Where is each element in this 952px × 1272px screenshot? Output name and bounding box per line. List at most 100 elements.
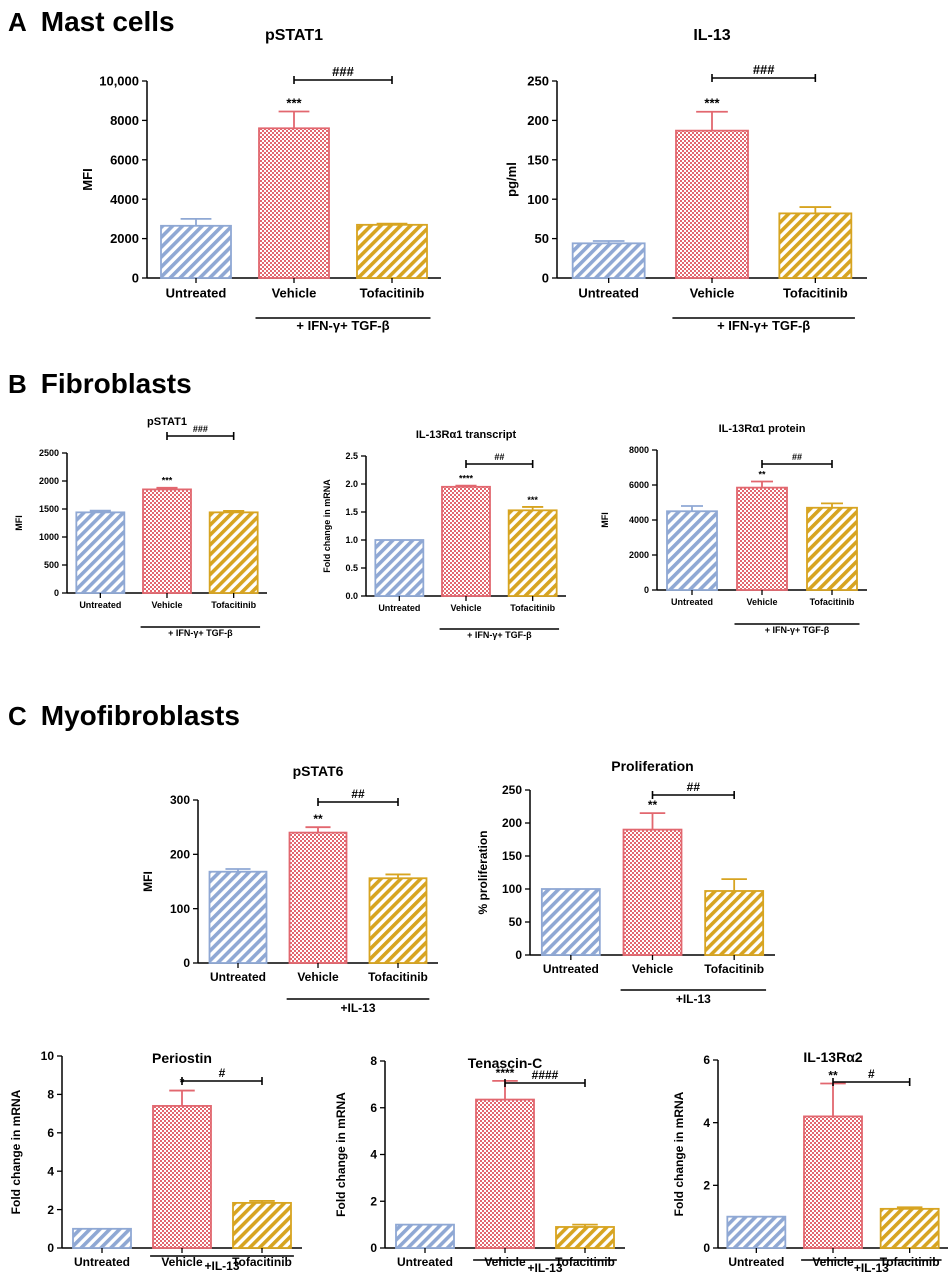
bar-untreated bbox=[395, 1223, 455, 1249]
y-tick-label: 1.5 bbox=[345, 507, 358, 517]
bar-untreated bbox=[160, 224, 232, 279]
bracket-label: ## bbox=[792, 452, 802, 462]
chart-c-7: Proliferation 0 50 100 150 200 250 % proliferat… bbox=[476, 758, 775, 1006]
y-tick-label: 8000 bbox=[629, 445, 649, 455]
bar-vehicle bbox=[622, 828, 683, 956]
x-tick-label: Untreated bbox=[74, 1255, 130, 1269]
y-tick-label: 0 bbox=[54, 588, 59, 598]
bracket-label: ## bbox=[494, 452, 504, 462]
y-tick-label: 2 bbox=[703, 1179, 710, 1193]
bar-tofacitinib bbox=[356, 223, 428, 279]
x-tick-label: Untreated bbox=[79, 600, 121, 610]
x-tick-label: Vehicle bbox=[272, 285, 317, 300]
y-tick-label: 0 bbox=[183, 956, 190, 970]
y-axis-label: pg/ml bbox=[504, 162, 519, 197]
y-tick-label: 2000 bbox=[629, 550, 649, 560]
y-tick-label: 0 bbox=[132, 271, 139, 286]
section-letter: C bbox=[8, 701, 27, 731]
y-tick-label: 4 bbox=[47, 1164, 54, 1178]
x-tick-label: Tofacitinib bbox=[555, 1255, 615, 1269]
bar-untreated bbox=[666, 510, 718, 591]
y-tick-label: 0 bbox=[542, 271, 549, 286]
y-tick-label: 0 bbox=[47, 1241, 54, 1255]
chart-title: IL-13Rα1 protein bbox=[719, 423, 806, 435]
bracket-label: ## bbox=[351, 787, 365, 801]
bar-tofacitinib bbox=[806, 506, 858, 591]
y-axis-label: Fold change in mRNA bbox=[334, 1092, 348, 1217]
y-tick-label: 100 bbox=[527, 192, 549, 207]
x-tick-label: Untreated bbox=[671, 597, 713, 607]
chart-b-3: pSTAT1 0 500 1000 1500 2000 2500 MFI Untreated **… bbox=[14, 416, 267, 638]
bar-vehicle bbox=[152, 1105, 212, 1249]
x-tick-label: Vehicle bbox=[690, 285, 735, 300]
x-tick-label: Tofacitinib bbox=[232, 1255, 292, 1269]
x-tick-label: Vehicle bbox=[161, 1255, 203, 1269]
x-tick-label: Untreated bbox=[210, 970, 266, 984]
y-tick-label: 8 bbox=[370, 1054, 377, 1068]
y-tick-label: 8 bbox=[47, 1088, 54, 1102]
y-tick-label: 150 bbox=[502, 849, 522, 863]
y-tick-label: 8000 bbox=[110, 113, 139, 128]
chart-c-6: pSTAT6 0 100 200 300 MFI Untreated ** Vehicle Tof… bbox=[141, 763, 438, 1015]
significance-stars: *** bbox=[704, 96, 720, 111]
bracket-label: # bbox=[868, 1067, 875, 1081]
y-tick-label: 6 bbox=[370, 1101, 377, 1115]
y-tick-label: 0.0 bbox=[345, 591, 358, 601]
y-tick-label: 4 bbox=[703, 1116, 710, 1130]
y-tick-label: 500 bbox=[44, 560, 59, 570]
x-tick-label: Tofacitinib bbox=[783, 285, 848, 300]
y-tick-label: 2500 bbox=[39, 448, 59, 458]
y-tick-label: 250 bbox=[502, 783, 522, 797]
bar-untreated bbox=[571, 242, 646, 279]
x-tick-label: Untreated bbox=[578, 285, 639, 300]
chart-a-1: pSTAT1 0 2000 4000 6000 8000 10,000 MFI Untreate… bbox=[80, 27, 441, 333]
y-tick-label: 10,000 bbox=[99, 74, 139, 89]
bracket-label: ### bbox=[332, 64, 354, 79]
y-tick-label: 0.5 bbox=[345, 563, 358, 573]
y-tick-label: 300 bbox=[170, 793, 190, 807]
y-tick-label: 200 bbox=[502, 816, 522, 830]
x-tick-label: Vehicle bbox=[151, 600, 182, 610]
bar-tofacitinib bbox=[232, 1201, 292, 1249]
bracket-label: ## bbox=[687, 780, 701, 794]
section-letter: B bbox=[8, 369, 27, 399]
y-tick-label: 4000 bbox=[629, 515, 649, 525]
y-tick-label: 6 bbox=[703, 1053, 710, 1067]
significance-stars: *** bbox=[286, 96, 302, 111]
bar-untreated bbox=[726, 1215, 787, 1249]
condition-label: +IL-13 bbox=[340, 1001, 375, 1015]
condition-label: + IFN-γ+ TGF-β bbox=[467, 630, 532, 640]
bracket-label: ### bbox=[753, 62, 775, 77]
significance-stars: *** bbox=[527, 495, 538, 505]
condition-label: +IL-13 bbox=[527, 1261, 562, 1272]
significance-stars: ** bbox=[758, 470, 766, 480]
y-axis-label: MFI bbox=[600, 512, 610, 528]
x-tick-label: Tofacitinib bbox=[211, 600, 256, 610]
significance-stars: ** bbox=[828, 1069, 838, 1083]
y-tick-label: 10 bbox=[41, 1049, 55, 1063]
bracket-label: #### bbox=[532, 1068, 559, 1082]
bar-vehicle bbox=[142, 488, 192, 594]
bar-untreated bbox=[72, 1227, 132, 1249]
bar-tofacitinib bbox=[778, 212, 853, 279]
bar-untreated bbox=[75, 511, 126, 594]
chart-title: IL-13Rα1 transcript bbox=[416, 429, 517, 441]
y-tick-label: 2.0 bbox=[345, 479, 358, 489]
significance-stars: **** bbox=[496, 1066, 515, 1080]
x-tick-label: Vehicle bbox=[812, 1255, 854, 1269]
y-tick-label: 2000 bbox=[110, 231, 139, 246]
y-axis-label: Fold change in mRNA bbox=[322, 479, 332, 573]
y-tick-label: 2 bbox=[47, 1203, 54, 1217]
chart-b-4: IL-13Rα1 transcript 0.0 0.5 1.0 1.5 2.0 2.5 Fol… bbox=[322, 429, 566, 640]
x-tick-label: Vehicle bbox=[484, 1255, 526, 1269]
y-tick-label: 1000 bbox=[39, 532, 59, 542]
bar-vehicle bbox=[258, 127, 330, 279]
bar-vehicle bbox=[288, 831, 348, 964]
y-axis-label: MFI bbox=[14, 515, 24, 531]
y-tick-label: 200 bbox=[527, 113, 549, 128]
y-tick-label: 50 bbox=[535, 231, 549, 246]
y-tick-label: 4 bbox=[370, 1148, 377, 1162]
chart-title: IL-13 bbox=[693, 27, 730, 44]
x-tick-label: Untreated bbox=[166, 285, 227, 300]
